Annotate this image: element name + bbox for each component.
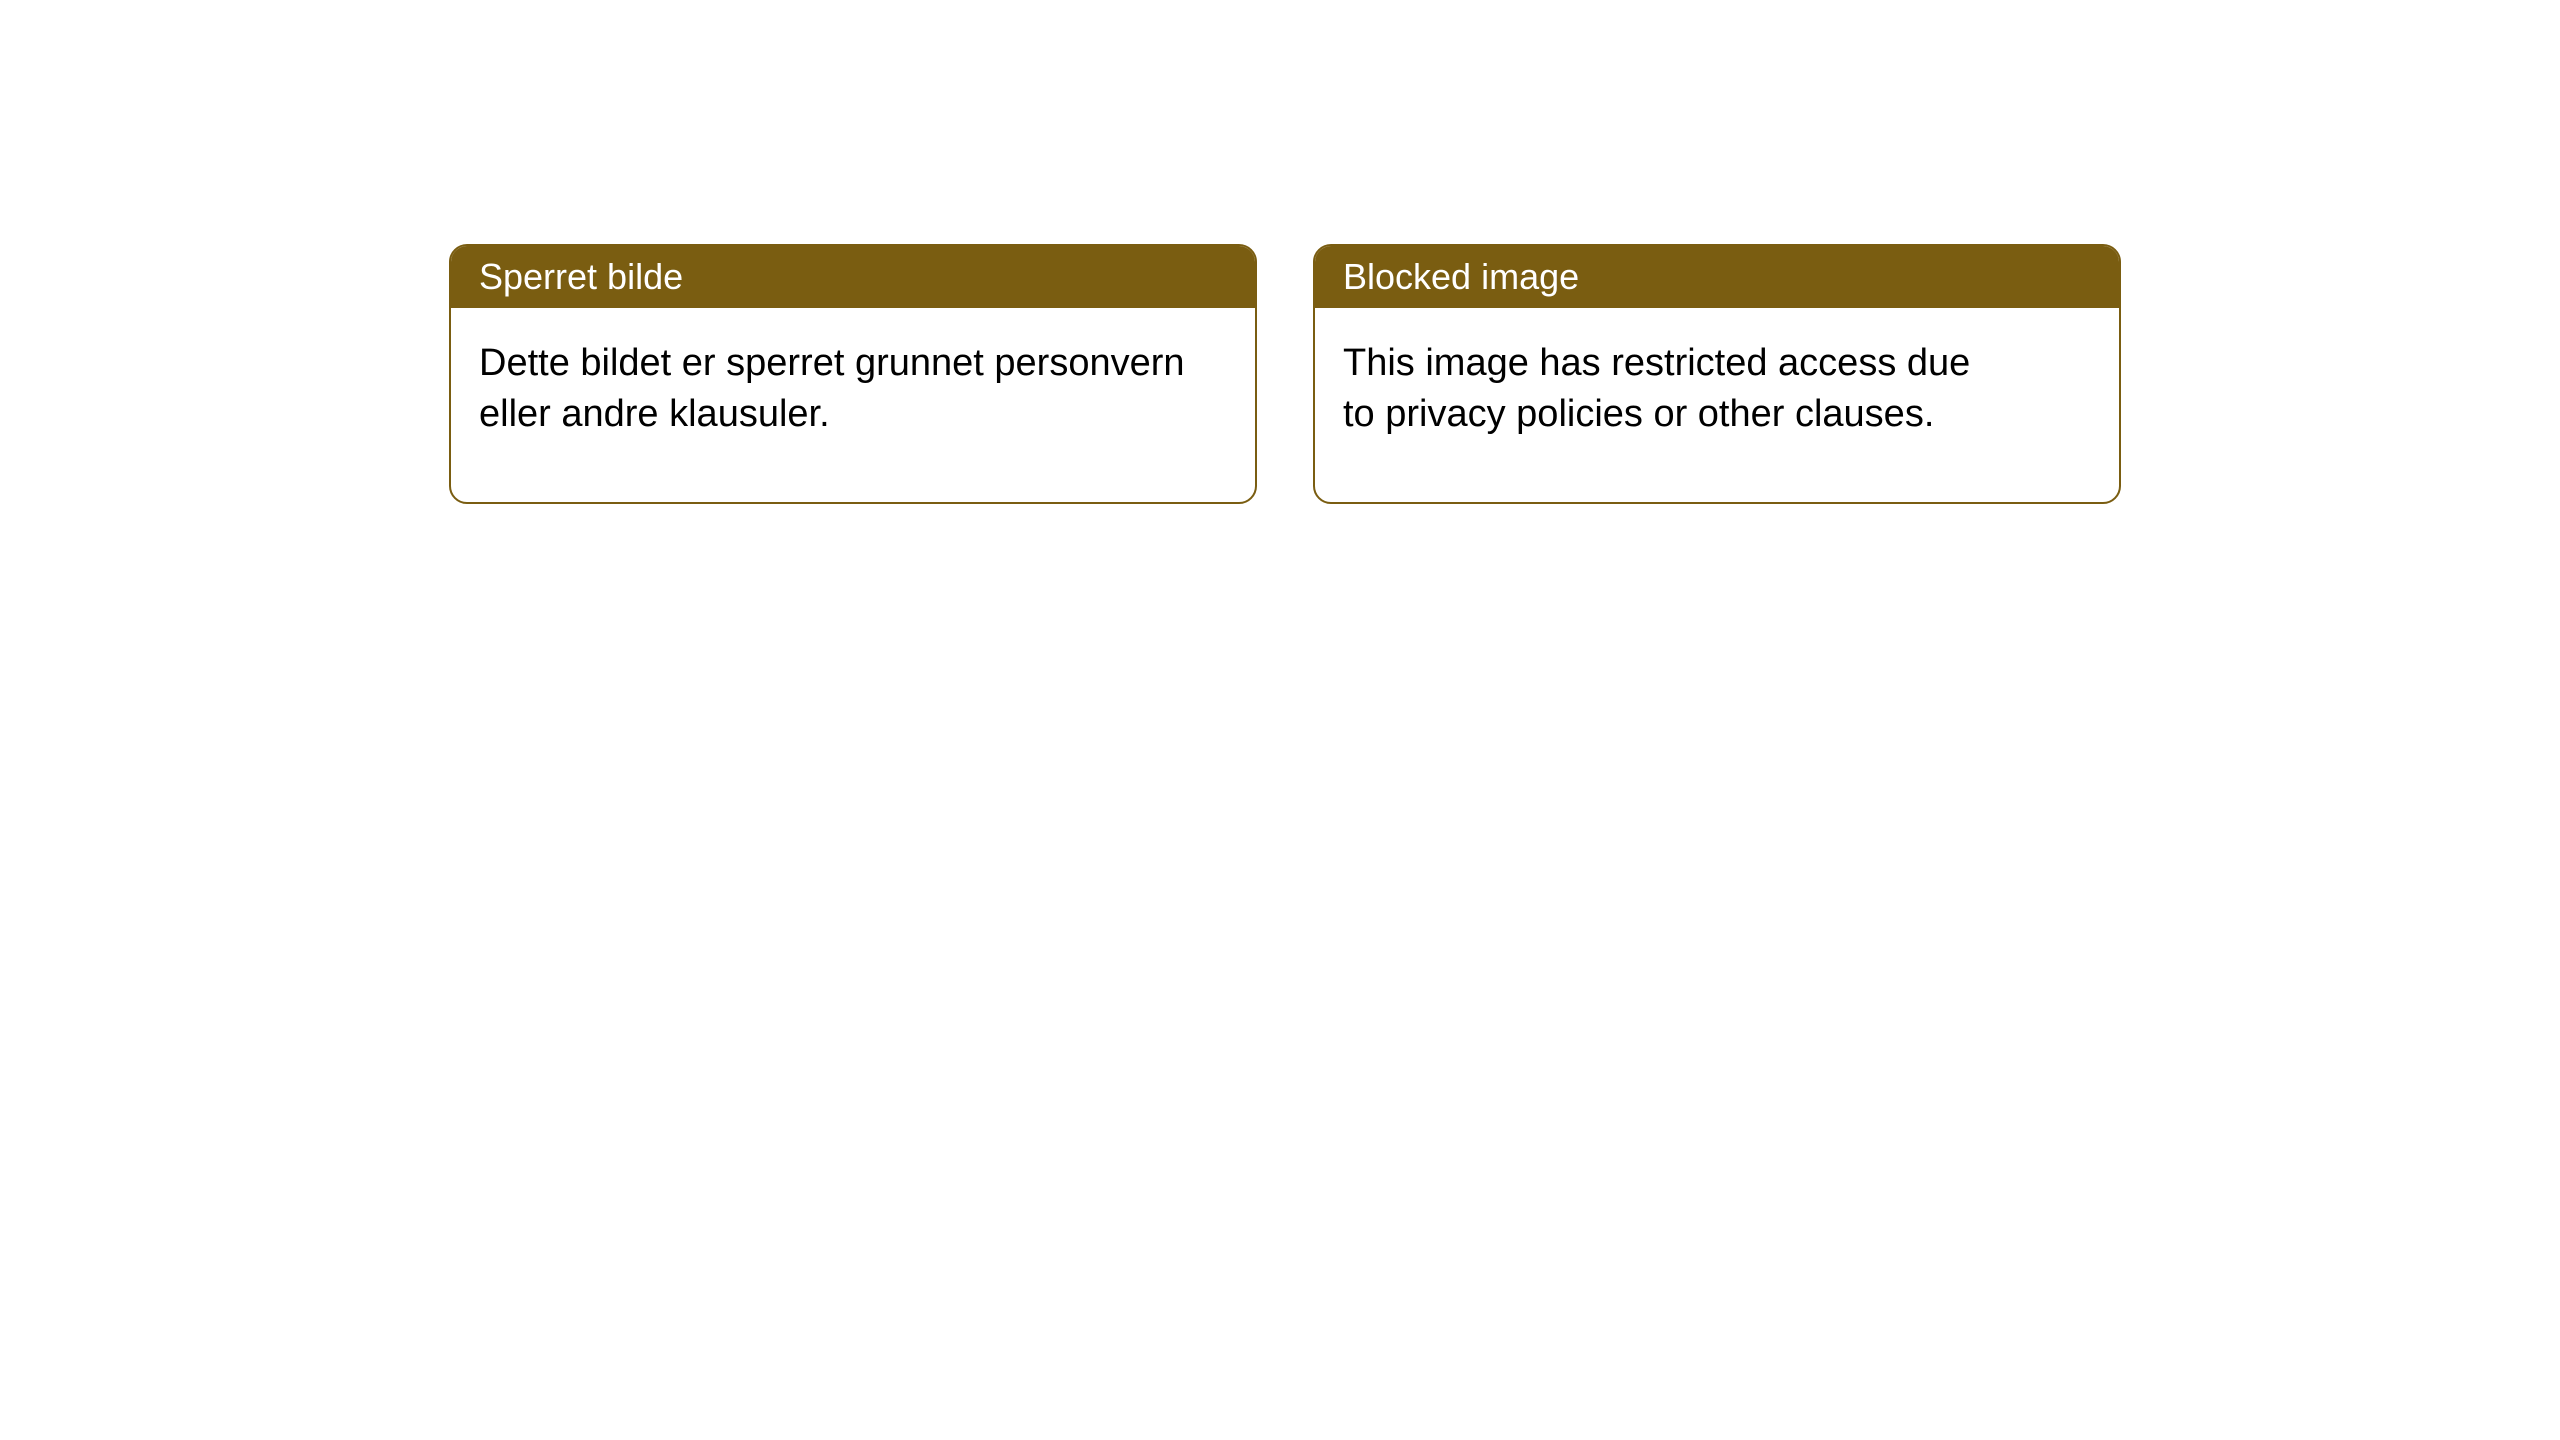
notice-title-english: Blocked image [1343,256,1579,297]
notice-header-english: Blocked image [1315,246,2119,308]
notice-body-english: This image has restricted access due to … [1315,308,2119,502]
notice-text-norwegian: Dette bildet er sperret grunnet personve… [479,342,1185,435]
notice-box-norwegian: Sperret bilde Dette bildet er sperret gr… [449,244,1257,504]
notice-header-norwegian: Sperret bilde [451,246,1255,308]
notice-title-norwegian: Sperret bilde [479,256,683,297]
notice-text-english: This image has restricted access due to … [1343,342,1970,435]
notice-body-norwegian: Dette bildet er sperret grunnet personve… [451,308,1255,502]
notice-container: Sperret bilde Dette bildet er sperret gr… [0,0,2560,504]
notice-box-english: Blocked image This image has restricted … [1313,244,2121,504]
